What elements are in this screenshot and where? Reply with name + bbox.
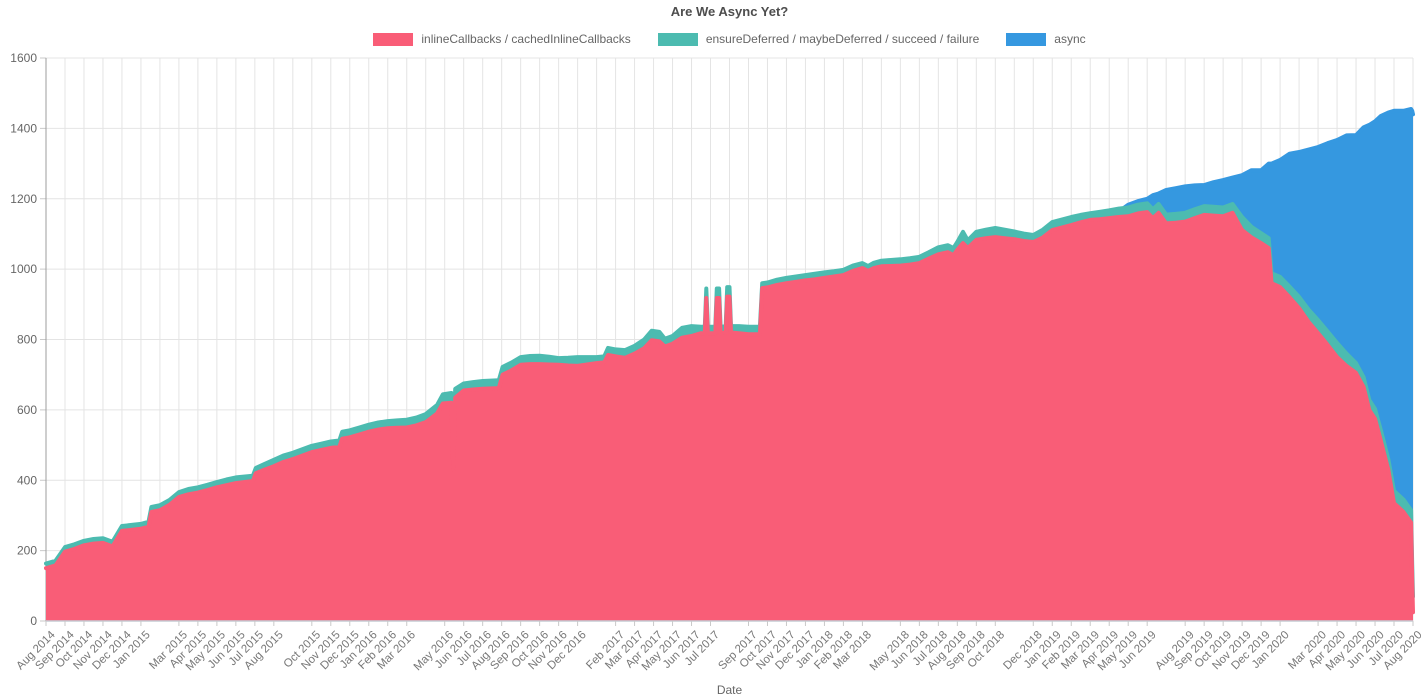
legend-label: inlineCallbacks / cachedInlineCallbacks — [421, 32, 631, 46]
y-tick-label: 1600 — [10, 51, 37, 65]
legend-label: async — [1054, 32, 1086, 46]
legend-item-async[interactable]: async — [1006, 32, 1086, 46]
y-tick-label: 1000 — [10, 262, 37, 276]
ensuredeferred-line — [44, 201, 1415, 599]
legend-item-ensuredeferred[interactable]: ensureDeferred / maybeDeferred / succeed… — [657, 32, 980, 46]
legend: inlineCallbacks / cachedInlineCallbacks … — [46, 32, 1413, 46]
legend-item-inlinecallbacks[interactable]: inlineCallbacks / cachedInlineCallbacks — [373, 32, 631, 46]
legend-swatch-ensuredeferred-icon — [657, 32, 698, 46]
x-axis-title: Date — [716, 683, 743, 695]
plot-area[interactable] — [44, 107, 1415, 622]
y-tick-label: 600 — [17, 403, 37, 417]
inlinecallbacks-area — [46, 212, 1413, 621]
legend-swatch-inlinecallbacks-icon — [373, 32, 414, 46]
y-tick-label: 400 — [17, 473, 37, 487]
chart-title: Are We Async Yet? — [670, 4, 789, 19]
inlinecallbacks-line — [44, 210, 1415, 615]
legend-swatch-async-icon — [1006, 32, 1047, 46]
legend-label: ensureDeferred / maybeDeferred / succeed… — [705, 32, 980, 46]
y-tick-label: 1200 — [10, 192, 37, 206]
y-tick-label: 1400 — [10, 121, 37, 135]
y-tick-label: 0 — [30, 614, 37, 628]
y-tick-label: 800 — [17, 333, 37, 347]
async-line — [1122, 107, 1415, 210]
y-tick-label: 200 — [17, 544, 37, 558]
